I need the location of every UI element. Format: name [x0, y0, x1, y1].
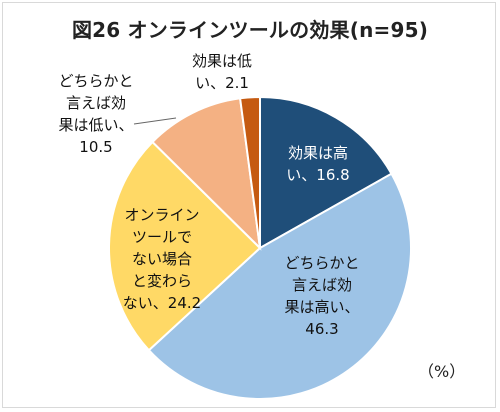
- slice-label: 効果は高い、16.8: [286, 144, 349, 184]
- pie-slice: [108, 140, 262, 352]
- slice-label: 効果は低い、2.1: [192, 52, 252, 92]
- label-leader-line: [133, 117, 177, 125]
- pie-slice: [259, 95, 393, 250]
- chart-title: 図26 オンラインツールの効果(n=95): [71, 18, 429, 42]
- slice-label: どちらかと言えば効果は低い、 10.5: [58, 72, 133, 156]
- slice-label: オンラインツールでない場合と変わらない、24.2: [123, 206, 201, 312]
- pie-slice: [238, 95, 261, 249]
- slice-label: どちらかと言えば効果は高い、 46.3: [284, 254, 359, 338]
- pie-slice: [147, 172, 412, 400]
- pie-slice: [151, 97, 262, 251]
- unit-label: （%）: [418, 362, 466, 381]
